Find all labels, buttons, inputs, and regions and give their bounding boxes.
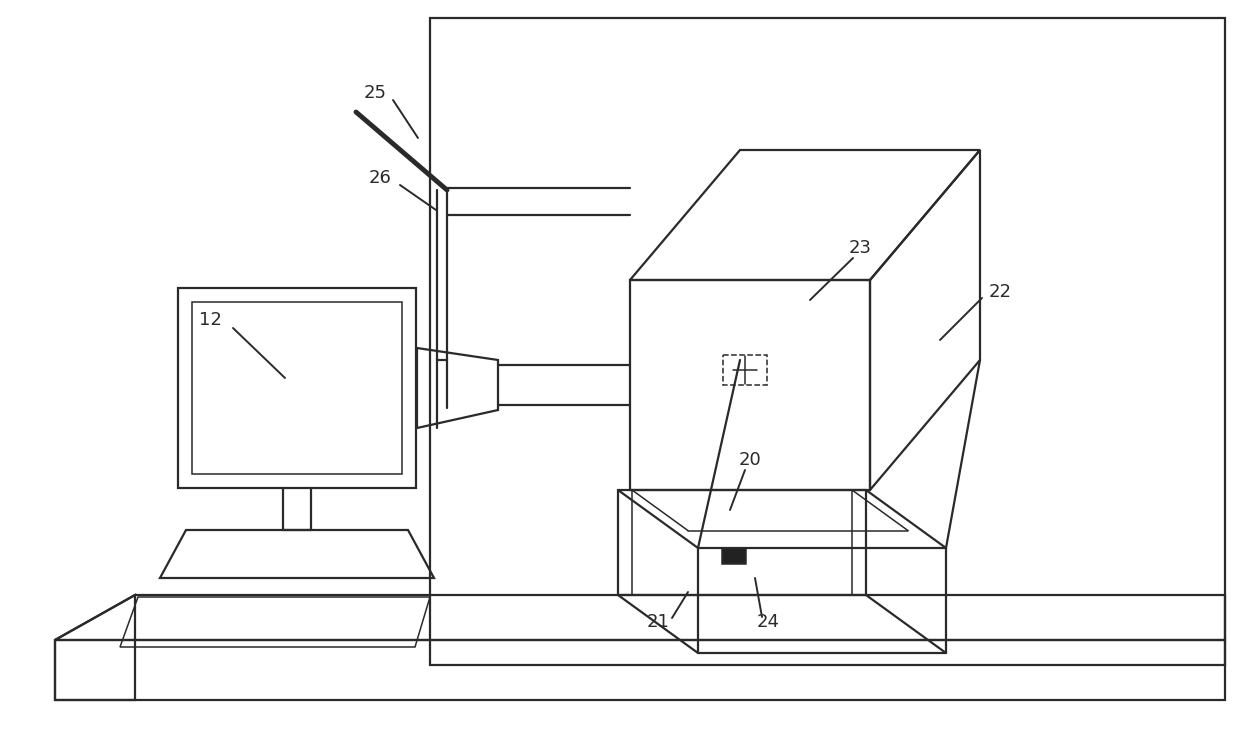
Text: 25: 25: [363, 84, 387, 102]
Bar: [722, 548, 746, 564]
Text: 12: 12: [198, 311, 222, 329]
Text: 23: 23: [848, 239, 872, 257]
Text: 20: 20: [739, 451, 761, 469]
Bar: [179, 288, 415, 488]
Text: 24: 24: [756, 613, 780, 631]
Bar: [430, 18, 1225, 665]
Bar: [630, 280, 870, 490]
Bar: [723, 355, 768, 385]
Text: 21: 21: [646, 613, 670, 631]
Bar: [192, 302, 402, 474]
Text: 26: 26: [368, 169, 392, 187]
Text: 22: 22: [988, 283, 1012, 301]
